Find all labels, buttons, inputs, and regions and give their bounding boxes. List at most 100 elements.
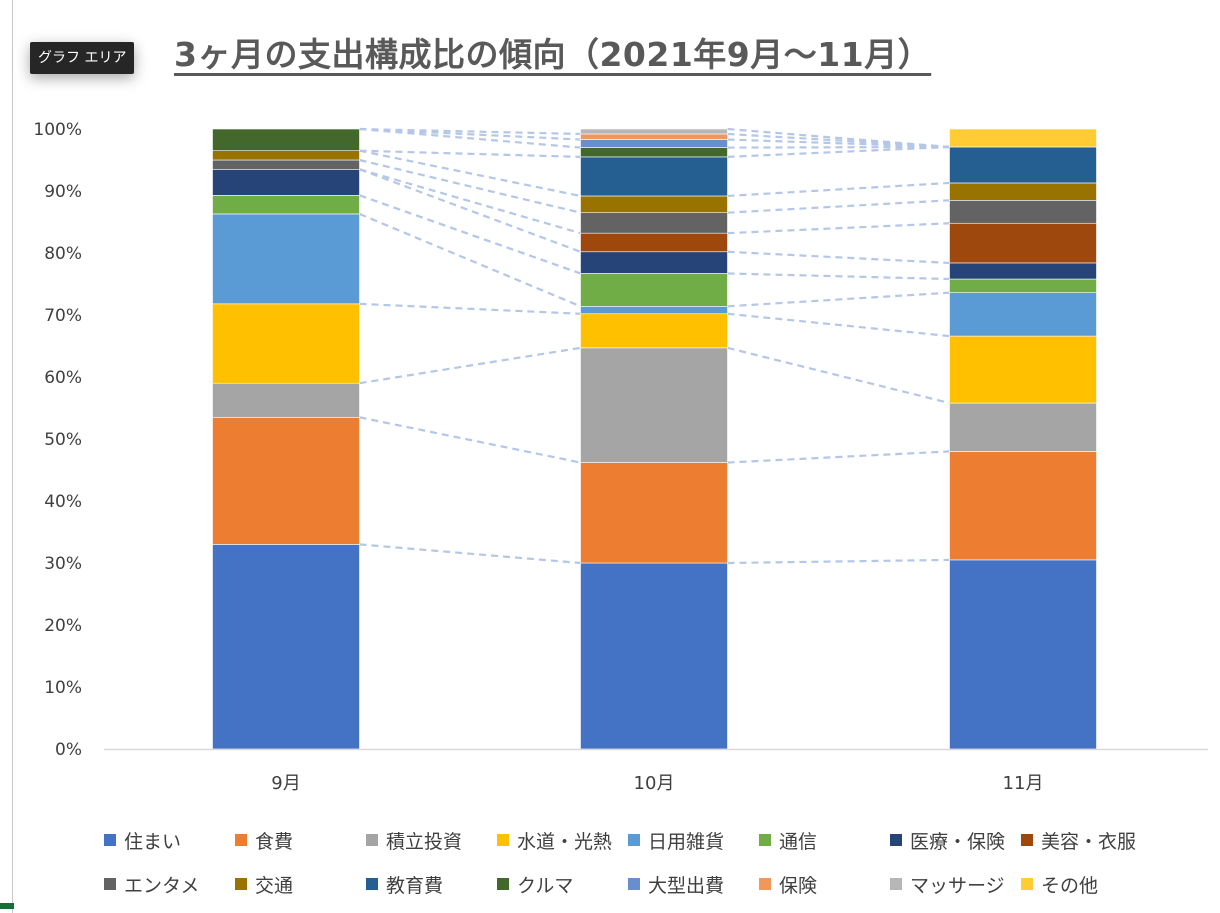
legend-swatch bbox=[366, 878, 378, 890]
series-line bbox=[359, 302, 581, 315]
series-line bbox=[359, 543, 581, 565]
bar-segment bbox=[580, 251, 728, 274]
legend-swatch bbox=[890, 834, 902, 846]
bar-segment bbox=[212, 169, 360, 196]
legend-label: 通信 bbox=[779, 830, 818, 853]
legend-label: マッサージ bbox=[910, 874, 1005, 897]
bar-segment bbox=[580, 133, 728, 140]
bar-segment bbox=[580, 156, 728, 197]
bar-segment bbox=[949, 559, 1097, 750]
legend-swatch bbox=[366, 834, 378, 846]
legend-item: 日用雑貨 bbox=[628, 828, 759, 853]
y-tick-label: 90% bbox=[44, 182, 82, 202]
bar-segment bbox=[949, 182, 1097, 201]
legend-label: 交通 bbox=[255, 874, 294, 897]
bar-segment bbox=[580, 139, 728, 148]
series-line bbox=[727, 346, 950, 405]
series-line bbox=[359, 346, 581, 385]
series-line bbox=[727, 127, 950, 149]
series-line bbox=[727, 199, 950, 214]
series-line bbox=[727, 312, 950, 338]
legend-item: 医療・保険 bbox=[890, 828, 1021, 853]
x-tick-label: 10月 bbox=[634, 773, 675, 794]
legend-item: 水道・光熱 bbox=[497, 828, 628, 853]
legend-label: 日用雑貨 bbox=[648, 830, 725, 853]
series-line bbox=[727, 145, 950, 149]
legend-swatch bbox=[628, 878, 640, 890]
legend-swatch bbox=[890, 878, 902, 890]
bar-segment bbox=[580, 232, 728, 253]
bar-segment bbox=[212, 303, 360, 384]
series-line bbox=[359, 212, 581, 308]
legend-label: 水道・光熱 bbox=[517, 830, 613, 853]
bar-segment bbox=[580, 147, 728, 158]
series-line bbox=[727, 558, 950, 565]
x-axis-tick-labels: 9月 10月 11月 bbox=[271, 773, 1043, 794]
bar-segment bbox=[580, 562, 728, 750]
bar-segment bbox=[212, 195, 360, 215]
x-tick-label: 11月 bbox=[1003, 773, 1044, 794]
legend-swatch bbox=[628, 834, 640, 846]
bar-segment bbox=[212, 159, 360, 170]
legend-item: 交通 bbox=[235, 872, 366, 897]
legend-label: 美容・衣服 bbox=[1041, 830, 1137, 853]
series-line bbox=[359, 168, 581, 253]
legend-swatch bbox=[1021, 834, 1033, 846]
bar-segment bbox=[949, 451, 1097, 561]
series-line bbox=[727, 222, 950, 235]
legend-item: マッサージ bbox=[890, 872, 1021, 897]
bar-segment bbox=[212, 544, 360, 750]
legend-item: 住まい bbox=[104, 828, 235, 853]
bar-segment bbox=[949, 146, 1097, 184]
series-line bbox=[359, 416, 581, 464]
y-tick-label: 50% bbox=[44, 430, 82, 450]
y-tick-label: 60% bbox=[44, 368, 82, 388]
window-edge-line bbox=[12, 0, 13, 913]
legend-label: 保険 bbox=[779, 874, 818, 897]
legend-item: 教育費 bbox=[366, 872, 497, 897]
series-line bbox=[359, 168, 581, 235]
legend-swatch bbox=[235, 834, 247, 846]
window-edge-marker bbox=[0, 903, 14, 909]
bar-segment bbox=[580, 306, 728, 315]
series-line bbox=[359, 194, 581, 275]
legend-item: 保険 bbox=[759, 872, 890, 897]
legend-label: 教育費 bbox=[386, 874, 444, 897]
legend-swatch bbox=[235, 878, 247, 890]
series-line bbox=[359, 149, 581, 158]
y-tick-label: 40% bbox=[44, 492, 82, 512]
y-tick-label: 0% bbox=[55, 740, 82, 760]
y-tick-label: 100% bbox=[33, 120, 82, 140]
bar-segment bbox=[949, 200, 1097, 224]
y-tick-label: 80% bbox=[44, 244, 82, 264]
bar-segment bbox=[212, 128, 360, 152]
bar-segment bbox=[580, 212, 728, 234]
legend-swatch bbox=[759, 834, 771, 846]
bar-segment bbox=[212, 416, 360, 545]
legend-swatch bbox=[497, 834, 509, 846]
legend-item: 大型出費 bbox=[628, 872, 759, 897]
x-tick-label: 9月 bbox=[271, 773, 300, 794]
legend-label: クルマ bbox=[517, 874, 574, 897]
bar-segment bbox=[949, 262, 1097, 280]
y-tick-label: 70% bbox=[44, 306, 82, 326]
bars bbox=[212, 128, 1097, 750]
bar-segment bbox=[580, 347, 728, 463]
y-tick-label: 20% bbox=[44, 616, 82, 636]
series-line bbox=[727, 291, 950, 308]
legend-label: 住まい bbox=[124, 830, 182, 853]
legend-label: 大型出費 bbox=[648, 874, 725, 897]
legend-swatch bbox=[104, 834, 116, 846]
legend-label: エンタメ bbox=[124, 874, 200, 897]
legend-item: 美容・衣服 bbox=[1021, 828, 1152, 853]
series-lines bbox=[359, 127, 950, 565]
legend-swatch bbox=[104, 878, 116, 890]
legend-item: 通信 bbox=[759, 828, 890, 853]
y-tick-label: 30% bbox=[44, 554, 82, 574]
bar-segment bbox=[580, 128, 728, 135]
legend-label: 積立投資 bbox=[386, 830, 463, 853]
legend: 住まい 食費 積立投資 水道・光熱 日用雑貨 通信 医療・保険 美容・衣服 エンタメ 交通 教育費 ク… bbox=[104, 828, 1204, 897]
legend-swatch bbox=[1021, 878, 1033, 890]
bar-segment bbox=[212, 150, 360, 161]
